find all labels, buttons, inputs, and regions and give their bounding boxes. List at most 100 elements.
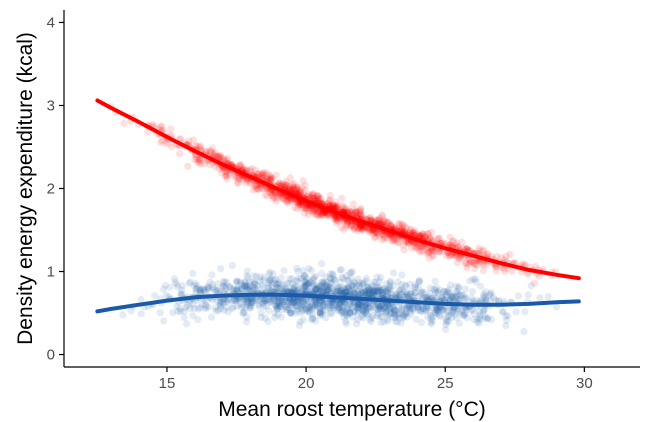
data-point (346, 308, 354, 316)
data-point (283, 195, 291, 203)
data-point (374, 287, 382, 295)
data-point (458, 238, 466, 246)
data-point (329, 271, 337, 279)
data-point (333, 202, 341, 210)
data-point (291, 309, 299, 318)
data-point (391, 307, 399, 315)
data-point (183, 301, 192, 309)
data-point (455, 296, 464, 304)
data-point (270, 195, 278, 203)
data-point (502, 322, 510, 330)
data-point (382, 292, 390, 300)
data-point (267, 172, 275, 181)
data-point (373, 216, 381, 224)
data-point (232, 295, 240, 303)
data-point (346, 287, 354, 295)
data-point (299, 203, 308, 211)
data-point (403, 291, 411, 299)
data-point (372, 287, 380, 295)
data-point (230, 173, 238, 181)
data-point (427, 228, 436, 236)
data-point (296, 201, 304, 209)
data-point (389, 305, 397, 313)
data-point (333, 204, 341, 212)
data-point (310, 194, 318, 202)
data-point (297, 309, 305, 317)
data-point (463, 245, 471, 253)
data-point (331, 202, 339, 210)
data-point (407, 310, 415, 318)
data-point (384, 311, 392, 319)
data-point (281, 182, 289, 190)
data-point (208, 271, 216, 279)
data-point (269, 174, 277, 182)
data-point (169, 309, 177, 317)
data-point (277, 274, 285, 282)
data-point (242, 166, 251, 174)
data-point (443, 239, 451, 248)
data-point (531, 279, 539, 287)
data-point (332, 203, 340, 212)
data-point (302, 278, 310, 286)
data-point (292, 287, 300, 295)
data-point (301, 204, 309, 212)
data-point (284, 199, 292, 207)
data-point (291, 186, 299, 194)
data-point (362, 309, 370, 317)
data-point (404, 238, 413, 246)
data-point (426, 284, 434, 292)
data-point (379, 288, 387, 296)
data-point (389, 269, 398, 277)
data-point (416, 306, 425, 314)
data-point (363, 214, 371, 222)
data-point (304, 286, 312, 295)
data-point (311, 285, 319, 294)
data-point (407, 290, 415, 298)
data-point (210, 150, 218, 159)
data-point (369, 288, 377, 296)
data-point (296, 201, 304, 209)
data-point (461, 285, 469, 293)
data-point (231, 297, 239, 305)
data-point (415, 277, 423, 285)
data-point (194, 158, 202, 166)
data-point (305, 307, 313, 315)
data-point (358, 226, 366, 234)
data-point (429, 246, 437, 254)
data-point (225, 169, 233, 178)
data-point (471, 261, 480, 269)
data-point (253, 170, 261, 178)
data-point (386, 310, 394, 318)
data-point (442, 321, 450, 329)
data-point (268, 191, 276, 199)
data-point (244, 287, 252, 295)
data-point (346, 208, 354, 216)
data-point (398, 271, 406, 279)
data-point (251, 278, 259, 287)
data-point (401, 293, 409, 301)
data-point (233, 277, 241, 285)
data-point (292, 186, 300, 194)
data-point (233, 286, 241, 294)
data-point (412, 315, 420, 323)
data-point (334, 202, 342, 210)
data-point (320, 209, 328, 217)
data-point (333, 285, 342, 294)
data-point (263, 175, 271, 183)
data-point (388, 237, 396, 245)
data-point (293, 302, 301, 310)
data-point (463, 314, 471, 322)
data-point (355, 299, 363, 307)
data-point (329, 202, 337, 210)
data-point (324, 286, 332, 294)
data-point (265, 171, 273, 179)
data-point (438, 294, 446, 302)
data-point (268, 192, 276, 200)
data-point (334, 304, 342, 312)
data-point (286, 279, 294, 287)
data-point (196, 304, 204, 312)
data-point (331, 288, 339, 296)
data-point (312, 272, 320, 280)
data-point (162, 139, 170, 147)
data-point (454, 304, 462, 312)
